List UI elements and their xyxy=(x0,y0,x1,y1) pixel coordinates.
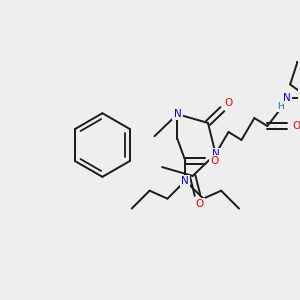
Text: H: H xyxy=(277,102,284,111)
Text: O: O xyxy=(292,121,300,131)
Text: O: O xyxy=(225,98,233,108)
Text: O: O xyxy=(196,199,204,209)
Text: N: N xyxy=(182,176,189,186)
Text: O: O xyxy=(210,156,218,166)
Text: N: N xyxy=(283,93,291,103)
Text: N: N xyxy=(212,149,220,159)
Text: N: N xyxy=(173,109,181,119)
